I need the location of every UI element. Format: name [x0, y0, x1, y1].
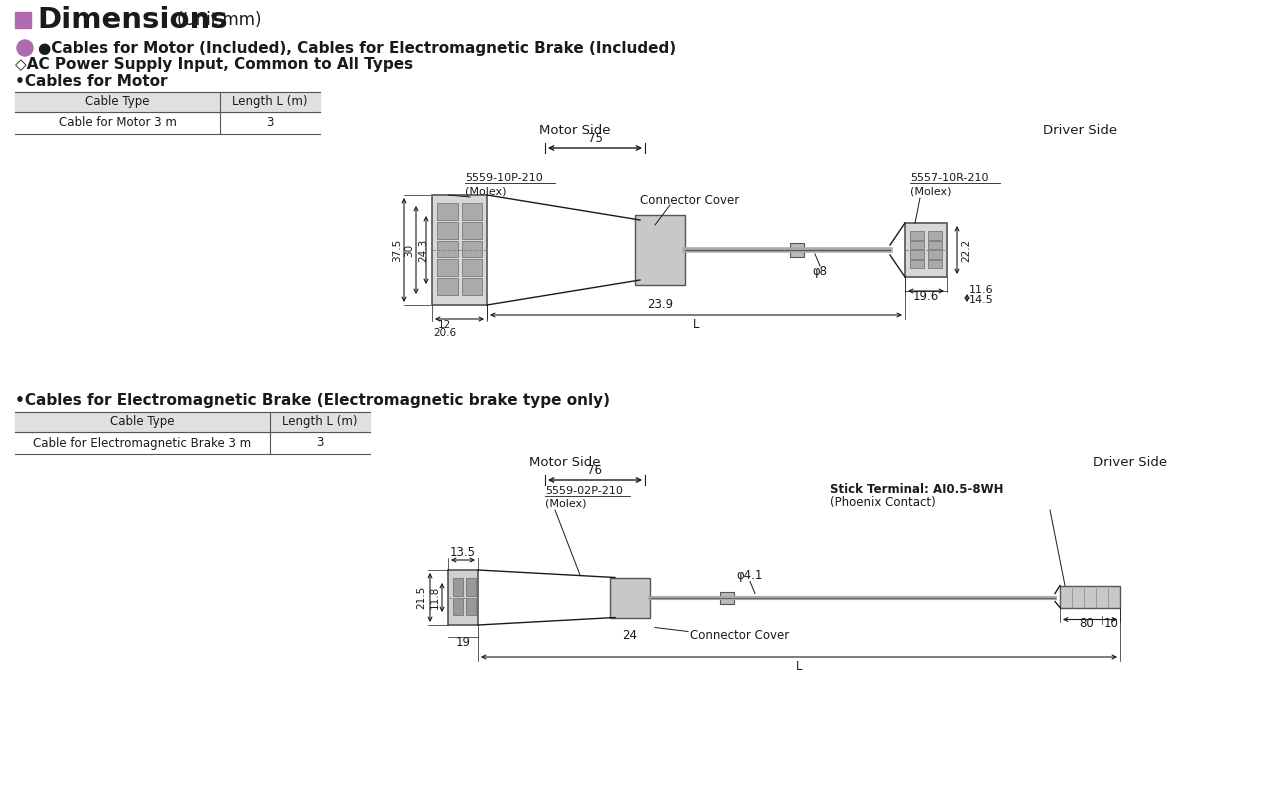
Bar: [436, 203, 457, 219]
Text: 24.3: 24.3: [419, 238, 428, 262]
Circle shape: [17, 40, 33, 56]
Bar: [462, 259, 483, 276]
Text: (Phoenix Contact): (Phoenix Contact): [829, 496, 936, 509]
Text: 14.5: 14.5: [969, 295, 993, 305]
Text: 37.5: 37.5: [392, 238, 402, 262]
Bar: [15, 12, 31, 28]
Bar: [462, 222, 483, 238]
Text: (Molex): (Molex): [465, 186, 507, 196]
Text: 19: 19: [456, 637, 471, 650]
Text: Cable for Motor 3 m: Cable for Motor 3 m: [59, 117, 177, 130]
Bar: [15, 92, 320, 112]
Text: φ4.1: φ4.1: [737, 569, 763, 582]
Bar: [436, 222, 457, 238]
Text: 22.2: 22.2: [961, 238, 972, 262]
Bar: [910, 231, 924, 239]
Text: ●Cables for Motor (Included), Cables for Electromagnetic Brake (Included): ●Cables for Motor (Included), Cables for…: [38, 41, 676, 56]
Text: 3: 3: [316, 436, 324, 449]
Text: 23.9: 23.9: [646, 298, 673, 312]
Bar: [436, 241, 457, 258]
Bar: [462, 278, 483, 295]
Bar: [790, 243, 804, 257]
Bar: [466, 578, 476, 595]
Text: (Molex): (Molex): [910, 186, 951, 196]
Bar: [15, 412, 370, 432]
Bar: [462, 203, 483, 219]
Bar: [928, 259, 942, 268]
Text: Length L (m): Length L (m): [283, 416, 357, 429]
Text: φ8: φ8: [813, 266, 827, 278]
Text: Cable Type: Cable Type: [110, 416, 175, 429]
Bar: [910, 250, 924, 258]
Text: 10: 10: [1103, 617, 1119, 630]
Bar: [910, 259, 924, 268]
Text: 76: 76: [588, 463, 603, 476]
Text: 80: 80: [1079, 617, 1094, 630]
Text: 11.6: 11.6: [969, 285, 993, 295]
Text: 5559-10P-210: 5559-10P-210: [465, 173, 543, 183]
Bar: [905, 223, 947, 277]
Text: 11.8: 11.8: [430, 586, 440, 609]
Text: Driver Side: Driver Side: [1043, 123, 1117, 137]
Text: 19.6: 19.6: [913, 290, 940, 304]
Text: (Molex): (Molex): [545, 498, 586, 508]
Text: L: L: [692, 319, 699, 332]
Text: 5559-02P-210: 5559-02P-210: [545, 486, 623, 496]
Bar: [433, 195, 486, 305]
Text: •Cables for Electromagnetic Brake (Electromagnetic brake type only): •Cables for Electromagnetic Brake (Elect…: [15, 393, 611, 408]
Text: 13.5: 13.5: [451, 545, 476, 559]
Text: Cable Type: Cable Type: [86, 95, 150, 108]
Bar: [436, 259, 457, 276]
Bar: [928, 241, 942, 249]
Text: Dimensions: Dimensions: [37, 6, 228, 34]
Text: Motor Side: Motor Side: [539, 123, 611, 137]
Text: 75: 75: [588, 131, 603, 145]
Bar: [466, 598, 476, 615]
Bar: [928, 250, 942, 258]
Bar: [635, 215, 685, 285]
Bar: [436, 278, 457, 295]
Text: Motor Side: Motor Side: [529, 456, 600, 468]
Bar: [910, 241, 924, 249]
Bar: [1060, 585, 1120, 607]
Text: L: L: [796, 661, 803, 673]
Bar: [448, 570, 477, 625]
Bar: [453, 598, 463, 615]
Text: Cable for Electromagnetic Brake 3 m: Cable for Electromagnetic Brake 3 m: [33, 436, 252, 449]
Text: 21.5: 21.5: [416, 586, 426, 609]
Bar: [611, 577, 650, 618]
Bar: [453, 578, 463, 595]
Text: 12: 12: [438, 320, 451, 330]
Text: (Unit mm): (Unit mm): [177, 11, 261, 29]
Bar: [928, 231, 942, 239]
Text: 30: 30: [404, 243, 413, 257]
Text: Length L (m): Length L (m): [232, 95, 307, 108]
Text: 24: 24: [622, 629, 637, 642]
Bar: [719, 591, 733, 603]
Text: Connector Cover: Connector Cover: [690, 629, 790, 642]
Bar: [462, 241, 483, 258]
Text: Connector Cover: Connector Cover: [640, 193, 740, 207]
Text: Stick Terminal: AI0.5-8WH: Stick Terminal: AI0.5-8WH: [829, 483, 1004, 496]
Text: 20.6: 20.6: [433, 328, 456, 338]
Text: Driver Side: Driver Side: [1093, 456, 1167, 468]
Text: 3: 3: [266, 117, 274, 130]
Text: ◇AC Power Supply Input, Common to All Types: ◇AC Power Supply Input, Common to All Ty…: [15, 57, 413, 72]
Text: •Cables for Motor: •Cables for Motor: [15, 75, 168, 90]
Text: 5557-10R-210: 5557-10R-210: [910, 173, 988, 183]
